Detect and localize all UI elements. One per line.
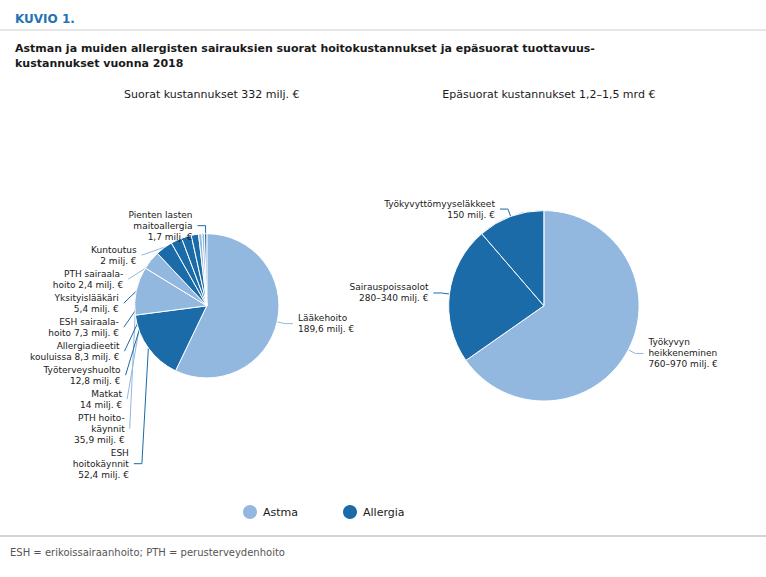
svg-text:kouluissa 8,3 milj. €: kouluissa 8,3 milj. € [30,352,120,362]
svg-text:Allergiadieetit: Allergiadieetit [57,341,120,351]
svg-text:ESH sairaala-: ESH sairaala- [59,317,119,327]
svg-text:1,7 milj. €: 1,7 milj. € [148,232,193,242]
svg-text:189,6 milj. €: 189,6 milj. € [298,324,355,334]
svg-text:Astman ja muiden allergisten s: Astman ja muiden allergisten sairauksien… [15,42,595,55]
svg-text:käynnit: käynnit [91,424,125,434]
svg-text:kustannukset vuonna 2018: kustannukset vuonna 2018 [15,57,183,70]
svg-text:KUVIO 1.: KUVIO 1. [15,12,75,26]
svg-text:Yksityislääkäri: Yksityislääkäri [53,293,118,303]
svg-text:280–340 milj. €: 280–340 milj. € [359,293,429,303]
svg-text:12,8 milj. €: 12,8 milj. € [70,376,121,386]
svg-text:Lääkehoito: Lääkehoito [298,313,348,323]
svg-text:maitoallergia: maitoallergia [133,221,192,231]
svg-text:150 milj. €: 150 milj. € [447,210,495,220]
svg-text:5,4 milj. €: 5,4 milj. € [74,304,119,314]
svg-text:ESH = erikoissairaanhoito; PTH: ESH = erikoissairaanhoito; PTH = peruste… [10,547,285,558]
svg-text:Pienten lasten: Pienten lasten [128,210,192,220]
svg-text:Astma: Astma [263,506,298,519]
svg-text:Työterveyshuolto: Työterveyshuolto [43,365,122,375]
svg-text:ESH: ESH [111,448,129,458]
svg-text:Suorat kustannukset 332 milj.: Suorat kustannukset 332 milj. € [124,88,300,101]
svg-text:hoito 2,4 milj. €: hoito 2,4 milj. € [53,280,124,290]
svg-text:14 milj. €: 14 milj. € [80,400,122,410]
svg-text:Epäsuorat kustannukset 1,2–1,5: Epäsuorat kustannukset 1,2–1,5 mrd € [442,88,655,101]
svg-text:Työkyvyttömyyseläkkeet: Työkyvyttömyyseläkkeet [383,199,495,209]
svg-text:Allergia: Allergia [363,506,405,519]
svg-text:Kuntoutus: Kuntoutus [91,245,137,255]
svg-text:PTH sairaala-: PTH sairaala- [64,269,123,279]
svg-text:heikkeneminen: heikkeneminen [648,348,717,358]
svg-text:760–970 milj. €: 760–970 milj. € [648,359,718,369]
svg-text:hoito 7,3 milj. €: hoito 7,3 milj. € [48,328,119,338]
svg-text:Sairauspoissaolot: Sairauspoissaolot [349,282,428,292]
svg-text:PTH hoito-: PTH hoito- [78,413,125,423]
svg-text:35,9 milj. €: 35,9 milj. € [74,435,125,445]
svg-text:Työkyvyn: Työkyvyn [647,337,690,347]
svg-text:52,4 milj. €: 52,4 milj. € [78,470,129,480]
svg-text:2 milj. €: 2 milj. € [100,256,137,266]
svg-text:Matkat: Matkat [91,389,122,399]
svg-text:hoitokäynnit: hoitokäynnit [73,459,130,469]
